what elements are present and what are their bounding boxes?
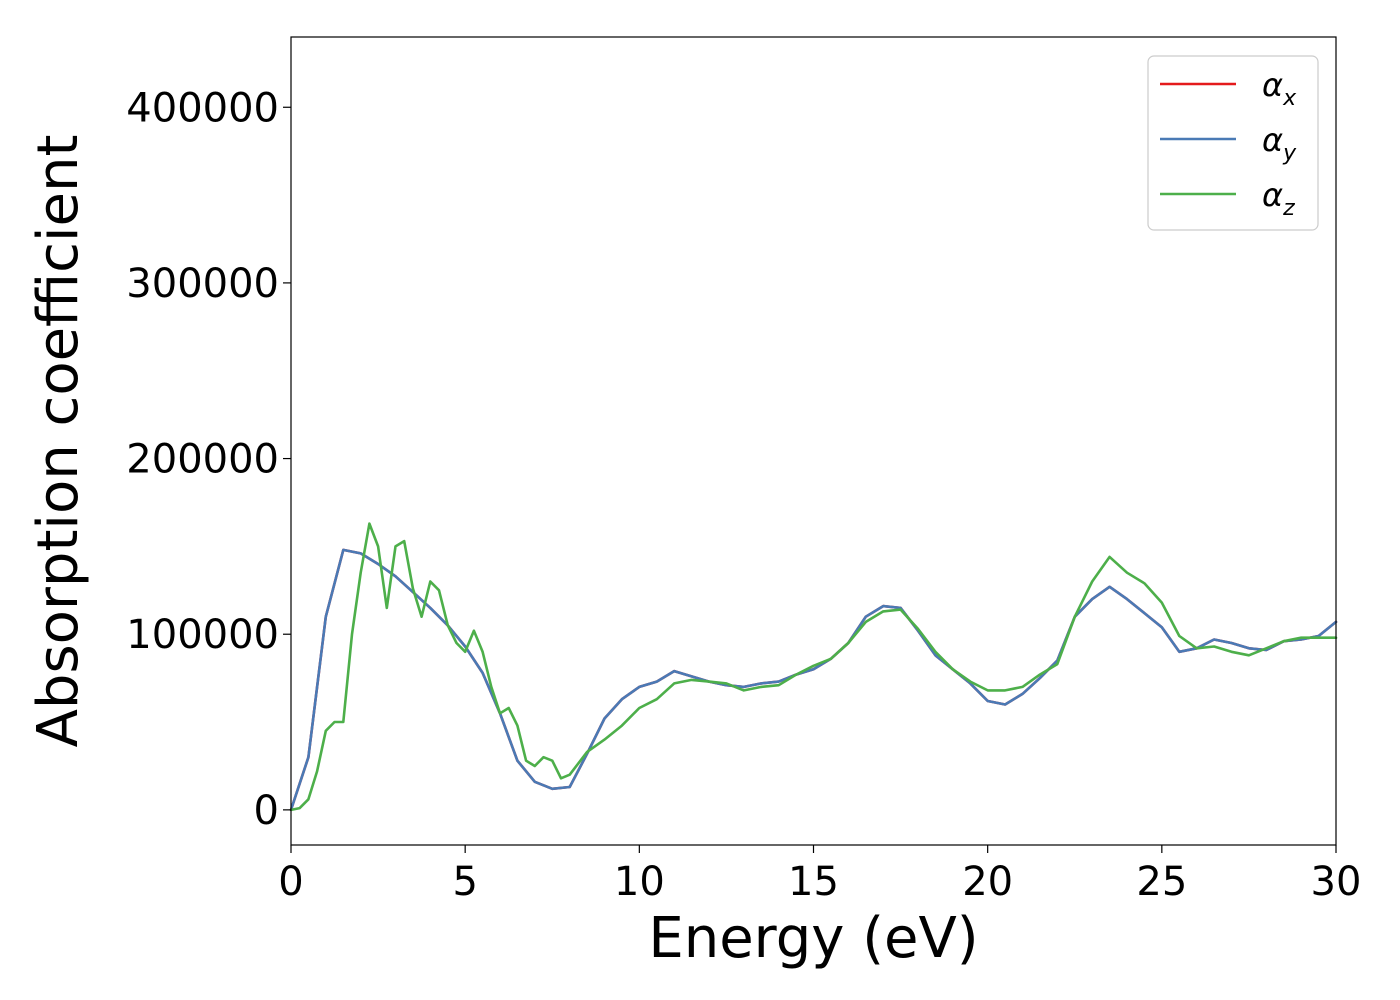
x-tick-label: 0 — [278, 859, 303, 905]
legend: αx αy αz — [1147, 55, 1319, 231]
x-axis-ticks: 0 5 10 15 20 25 30 — [278, 845, 1361, 905]
x-tick-label: 10 — [614, 859, 665, 905]
y-tick-label: 100000 — [126, 612, 279, 658]
x-tick-label: 5 — [452, 859, 477, 905]
y-tick-label: 300000 — [126, 261, 279, 307]
x-tick-label: 30 — [1311, 859, 1362, 905]
y-tick-label: 0 — [254, 788, 279, 834]
series-line-y — [289, 548, 1338, 812]
y-axis-title: Absorption coefficient — [26, 135, 91, 748]
legend-label-y: αy — [1262, 121, 1297, 166]
x-tick-label: 25 — [1136, 859, 1187, 905]
legend-label-z: αz — [1262, 176, 1295, 221]
x-tick-label: 15 — [788, 859, 839, 905]
y-tick-label: 400000 — [126, 85, 279, 131]
legend-box — [1147, 55, 1319, 231]
series-line-z — [289, 522, 1338, 812]
x-tick-label: 20 — [962, 859, 1013, 905]
legend-label-x: αx — [1262, 66, 1297, 111]
x-axis-title: Energy (eV) — [648, 906, 978, 971]
y-axis-ticks: 0 100000 200000 300000 400000 — [126, 85, 291, 834]
series-layer — [289, 522, 1338, 812]
y-tick-label: 200000 — [126, 437, 279, 483]
